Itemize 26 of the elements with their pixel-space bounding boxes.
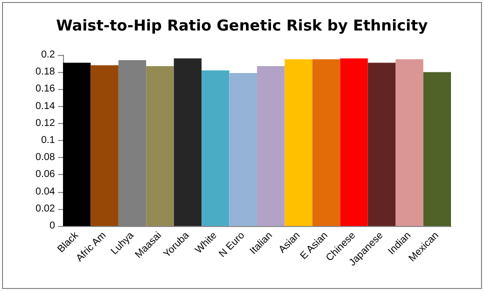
bar xyxy=(90,65,118,226)
y-tick-label: 0.1 xyxy=(41,135,56,146)
bar xyxy=(257,66,285,226)
chart-title: Waist-to-Hip Ratio Genetic Risk by Ethnicity xyxy=(56,16,428,34)
y-tick-label: 0.06 xyxy=(36,169,56,180)
bar xyxy=(284,59,312,226)
y-tick-label: 0.2 xyxy=(41,50,56,60)
bar xyxy=(229,72,257,226)
x-tick-label: N Euro xyxy=(217,230,248,260)
bar xyxy=(63,62,91,226)
y-tick-label: 0 xyxy=(49,220,56,232)
bar xyxy=(312,59,340,226)
bar xyxy=(202,70,230,226)
y-tick-label: 0.02 xyxy=(36,203,56,214)
bar xyxy=(368,62,396,226)
y-tick-label: 0.14 xyxy=(36,100,56,112)
bar xyxy=(423,72,451,226)
bar xyxy=(146,66,174,226)
y-tick-label: 0.18 xyxy=(36,66,56,78)
bar xyxy=(396,59,424,226)
y-tick-label: 0.12 xyxy=(36,118,56,129)
y-tick-label: 0.04 xyxy=(36,186,56,198)
bar xyxy=(340,58,368,226)
y-tick-label: 0.08 xyxy=(36,152,56,164)
bar xyxy=(174,58,202,226)
y-tick-label: 0.16 xyxy=(36,84,56,95)
